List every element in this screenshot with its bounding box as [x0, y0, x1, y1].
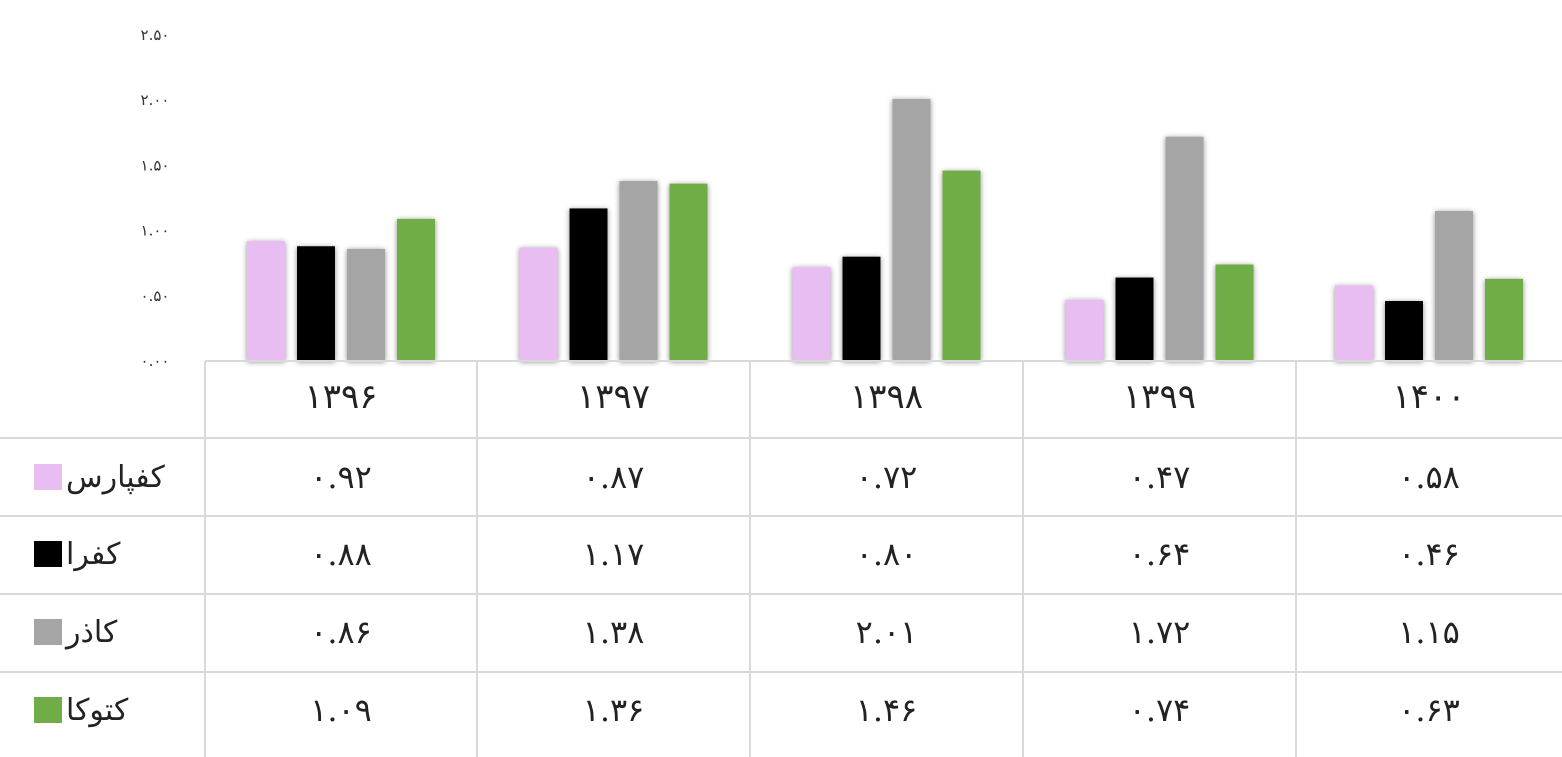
y-tick-label: ۰.۵۰	[141, 287, 170, 305]
data-label: ۰.۸۷	[583, 458, 645, 496]
bar	[519, 247, 558, 361]
y-tick-label: ۲.۵۰	[141, 26, 170, 44]
data-label: ۰.۴۶	[1398, 535, 1460, 573]
bar	[569, 208, 608, 361]
bar	[942, 170, 981, 361]
y-tick-label: ۱.۰۰	[141, 222, 170, 240]
legend-swatch	[34, 541, 62, 567]
data-label: ۰.۸۸	[310, 535, 372, 573]
y-tick-label: ۱.۵۰	[141, 156, 170, 174]
bar	[1115, 277, 1154, 361]
data-table-grid	[0, 360, 1562, 757]
bar	[1165, 136, 1204, 361]
legend-label: کفپارس	[66, 460, 165, 495]
bar	[297, 246, 335, 361]
bar	[619, 181, 658, 361]
legend-label: کتوکا	[66, 693, 129, 728]
bar	[1485, 278, 1523, 361]
data-label: ۱.۳۸	[583, 613, 645, 651]
data-label: ۱.۷۲	[1129, 613, 1191, 651]
bar	[347, 248, 385, 361]
legend-label: کفرا	[66, 537, 121, 572]
legend-label: کاذر	[64, 615, 118, 650]
data-label: ۱.۱۵	[1398, 613, 1460, 651]
data-label: ۰.۹۲	[310, 458, 372, 496]
data-label: ۰.۶۴	[1129, 535, 1191, 573]
bar	[842, 256, 881, 361]
legend-swatch	[34, 619, 62, 645]
bar	[397, 218, 435, 361]
data-label: ۰.۴۷	[1129, 458, 1191, 496]
data-label: ۲.۰۱	[856, 613, 918, 651]
plot-bars	[247, 98, 1523, 362]
bar	[1065, 299, 1104, 361]
bar	[892, 98, 931, 362]
data-label: ۰.۷۲	[856, 458, 918, 496]
bar	[1215, 264, 1254, 361]
data-label: ۰.۸۶	[310, 613, 372, 651]
data-label: ۰.۷۴	[1129, 691, 1191, 729]
bar	[792, 267, 831, 361]
bar	[247, 241, 285, 361]
legend-swatch	[34, 697, 62, 723]
bar	[1385, 301, 1423, 361]
x-tick-label: ۱۳۹۷	[577, 377, 650, 417]
y-tick-label: ۰.۰۰	[141, 352, 170, 370]
data-label: ۰.۶۳	[1398, 691, 1460, 729]
data-label: ۰.۸۰	[856, 535, 918, 573]
data-label: ۱.۰۹	[310, 691, 372, 729]
y-tick-label: ۲.۰۰	[141, 91, 170, 109]
x-tick-label: ۱۴۰۰	[1392, 377, 1465, 417]
y-axis-ticks: ۰.۰۰ ۰.۵۰ ۱.۰۰ ۱.۵۰ ۲.۰۰ ۲.۵۰	[141, 26, 170, 370]
data-label: ۱.۳۶	[583, 691, 645, 729]
x-tick-label: ۱۳۹۹	[1123, 377, 1196, 417]
x-tick-label: ۱۳۹۸	[850, 377, 923, 417]
bar	[669, 183, 708, 361]
bar	[1335, 285, 1373, 361]
data-table-text: ۱۳۹۶ ۰.۹۲ ۰.۸۸ ۰.۸۶ ۱.۰۹ ۱۳۹۷ ۰.۸۷ ۱.۱۷ ۱.۳۸ ۱.۳۶…	[34, 377, 1466, 729]
legend-swatch	[34, 464, 62, 490]
x-tick-label: ۱۳۹۶	[304, 377, 377, 417]
bar	[1435, 211, 1473, 361]
data-label: ۰.۵۸	[1398, 458, 1460, 496]
data-label: ۱.۱۷	[583, 535, 645, 573]
data-label: ۱.۴۶	[856, 691, 918, 729]
